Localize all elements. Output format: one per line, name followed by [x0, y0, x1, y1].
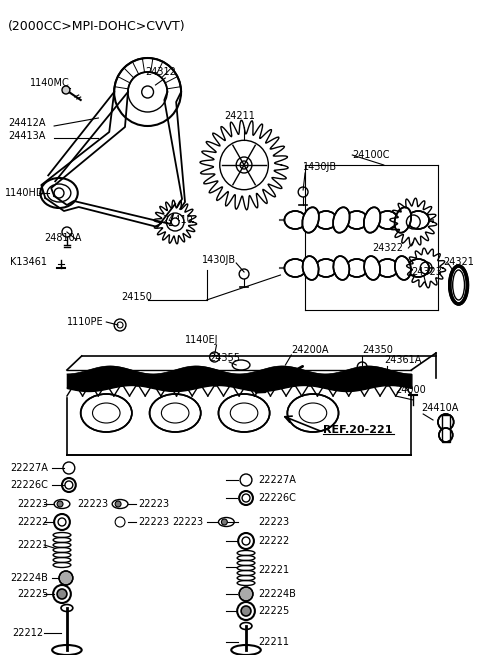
Text: 1140EJ: 1140EJ	[185, 335, 218, 345]
Text: 1430JB: 1430JB	[303, 162, 337, 172]
Circle shape	[221, 519, 228, 525]
Text: 1430JB: 1430JB	[202, 255, 236, 265]
Text: 1110PE: 1110PE	[67, 317, 104, 327]
Ellipse shape	[315, 259, 337, 277]
Ellipse shape	[346, 259, 368, 277]
Text: 24322: 24322	[372, 243, 403, 253]
Text: 22222: 22222	[258, 536, 289, 546]
Text: 22224B: 22224B	[10, 573, 48, 583]
Text: 22222: 22222	[18, 517, 49, 527]
Text: 22221: 22221	[258, 565, 289, 575]
Ellipse shape	[302, 207, 319, 233]
Text: 22226C: 22226C	[258, 493, 296, 503]
Text: 22227A: 22227A	[258, 475, 296, 485]
Text: 24350: 24350	[362, 345, 393, 355]
Text: 22223: 22223	[172, 517, 204, 527]
Text: REF.20-221: REF.20-221	[323, 425, 392, 435]
Ellipse shape	[315, 211, 337, 229]
Ellipse shape	[364, 256, 380, 280]
Text: (2000CC>MPI-DOHC>CVVT): (2000CC>MPI-DOHC>CVVT)	[8, 20, 185, 33]
Text: 24100C: 24100C	[352, 150, 390, 160]
Text: K13461: K13461	[10, 257, 47, 267]
Ellipse shape	[346, 211, 368, 229]
Text: 24410A: 24410A	[421, 403, 458, 413]
Text: 22221: 22221	[18, 540, 49, 550]
Circle shape	[438, 414, 454, 430]
Ellipse shape	[395, 256, 411, 280]
Text: 22224B: 22224B	[258, 589, 296, 599]
Text: 22223: 22223	[258, 517, 289, 527]
Text: 1140HD: 1140HD	[5, 188, 45, 198]
Text: 24413A: 24413A	[8, 131, 45, 141]
Text: 22223: 22223	[77, 499, 108, 509]
Text: 24321: 24321	[443, 257, 474, 267]
Text: 24810A: 24810A	[44, 233, 82, 243]
Text: 22226C: 22226C	[10, 480, 48, 490]
Text: 24000: 24000	[396, 385, 426, 395]
Text: 24361A: 24361A	[384, 355, 421, 365]
Ellipse shape	[395, 207, 411, 233]
Text: 24211: 24211	[224, 111, 255, 121]
Text: 22211: 22211	[258, 637, 289, 647]
Circle shape	[115, 501, 121, 507]
Circle shape	[239, 587, 253, 601]
Ellipse shape	[285, 211, 306, 229]
Ellipse shape	[150, 394, 201, 432]
Text: 24312: 24312	[145, 67, 177, 77]
Text: 22223: 22223	[138, 499, 169, 509]
Text: 1140MC: 1140MC	[30, 78, 69, 88]
Ellipse shape	[408, 259, 429, 277]
Ellipse shape	[81, 394, 132, 432]
Text: 24323: 24323	[411, 267, 442, 277]
Circle shape	[59, 571, 73, 585]
Ellipse shape	[285, 259, 306, 277]
Ellipse shape	[450, 266, 468, 304]
Ellipse shape	[302, 256, 319, 280]
Ellipse shape	[364, 207, 381, 233]
Ellipse shape	[333, 256, 349, 280]
Circle shape	[241, 606, 251, 616]
Text: 22225: 22225	[258, 606, 289, 616]
Text: 22223: 22223	[18, 499, 49, 509]
Ellipse shape	[218, 394, 270, 432]
Ellipse shape	[408, 211, 429, 229]
Circle shape	[439, 428, 453, 442]
Text: 24150: 24150	[121, 292, 152, 302]
Circle shape	[57, 589, 67, 599]
Circle shape	[62, 86, 70, 94]
Text: 22227A: 22227A	[10, 463, 48, 473]
Circle shape	[171, 218, 179, 226]
Bar	[442, 415, 450, 442]
Text: 22223: 22223	[138, 517, 169, 527]
Ellipse shape	[377, 259, 398, 277]
Text: 24412A: 24412A	[8, 118, 46, 128]
Text: 22212: 22212	[12, 628, 43, 638]
Ellipse shape	[377, 211, 398, 229]
Ellipse shape	[333, 207, 349, 233]
Text: 24410: 24410	[162, 215, 193, 225]
Text: 22225: 22225	[18, 589, 49, 599]
Text: 24200A: 24200A	[291, 345, 329, 355]
Circle shape	[57, 501, 63, 507]
Text: 24355: 24355	[210, 353, 240, 363]
Ellipse shape	[288, 394, 338, 432]
